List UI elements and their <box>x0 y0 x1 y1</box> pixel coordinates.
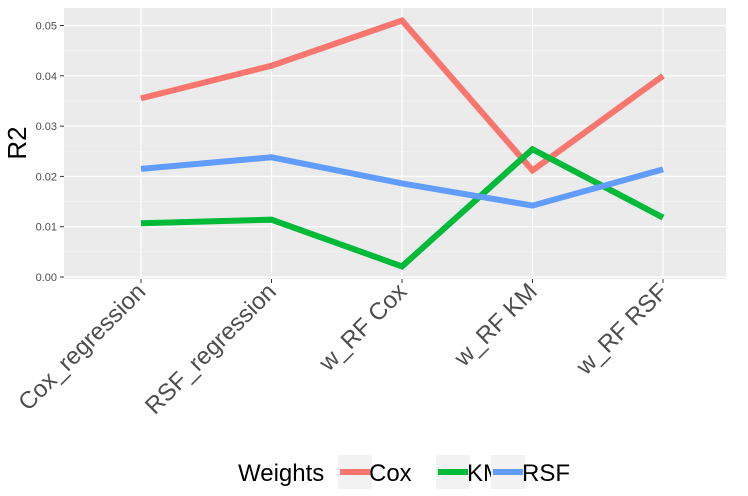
grid-lines <box>64 8 726 279</box>
x-tick-label: RSF_regression <box>140 278 282 420</box>
legend-label-cox: Cox <box>369 460 412 487</box>
x-tick-label: w_RF RSF <box>570 278 673 381</box>
series-line-km <box>140 145 665 270</box>
y-axis-ticks: 0.00 0.01 0.02 0.03 0.04 0.05 <box>36 21 64 284</box>
y-tick-label: 0.01 <box>36 222 57 234</box>
series-line-cox <box>140 17 665 175</box>
legend-title: Weights <box>238 460 324 487</box>
y-tick-label: 0.04 <box>36 71 57 83</box>
x-tick-label: w_RF KM <box>448 278 542 372</box>
x-tick-label: Cox_regression <box>13 278 151 416</box>
x-tick-label: w_RF Cox <box>313 278 412 377</box>
y-axis-title: R2 <box>2 126 32 159</box>
y-tick-label: 0.02 <box>36 171 57 183</box>
legend: Weights Cox KM RSF <box>238 455 570 489</box>
series-line-rsf <box>140 154 664 209</box>
legend-label-rsf: RSF <box>522 460 570 487</box>
plot-panel <box>64 8 726 279</box>
y-tick-label: 0.03 <box>36 121 57 133</box>
y-tick-label: 0.05 <box>36 21 57 33</box>
y-tick-label: 0.00 <box>36 272 57 284</box>
series-lines <box>140 17 665 270</box>
